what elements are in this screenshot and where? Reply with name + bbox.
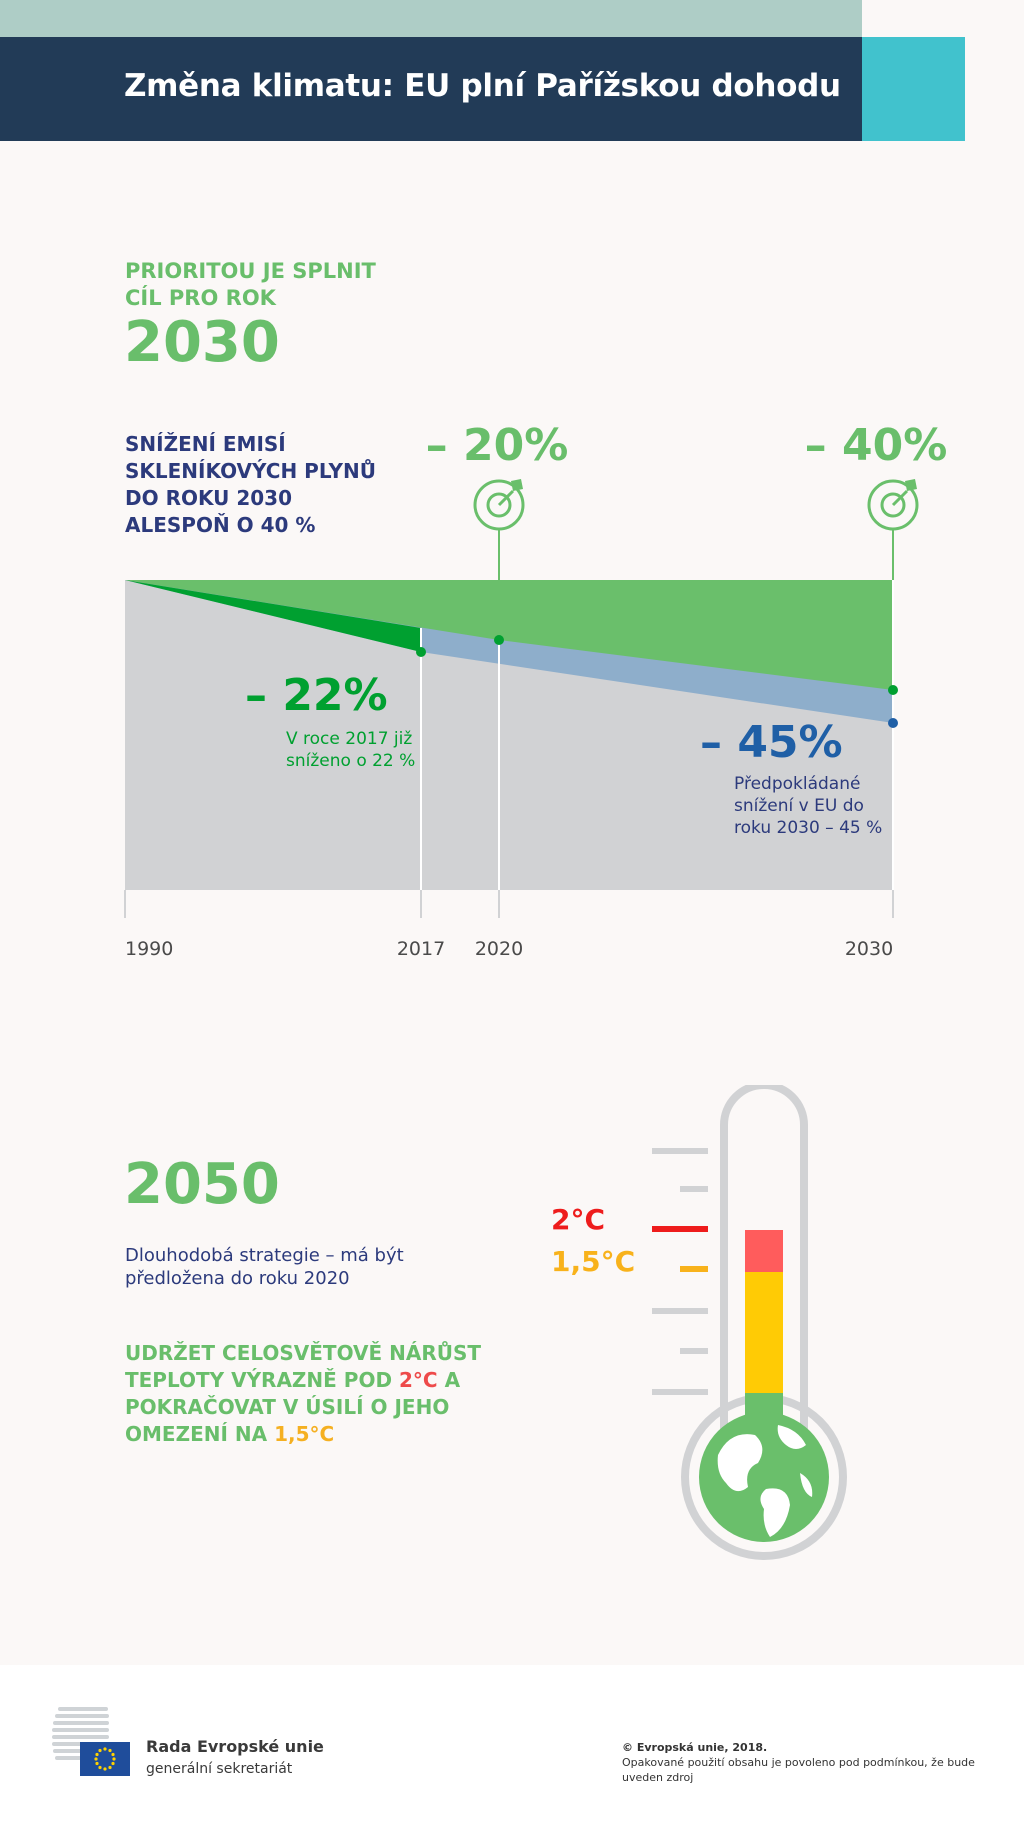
goal-line-1: SNÍŽENÍ EMISÍ <box>125 432 286 456</box>
org-subtitle: generální sekretariát <box>146 1761 293 1777</box>
achieved-label: – 22% <box>245 670 388 721</box>
top-color-band <box>0 0 862 37</box>
target-area <box>125 580 893 690</box>
org-name: Rada Evropské unie <box>146 1737 324 1756</box>
goal-temp-line-1: UDRŽET CELOSVĚTOVĚ NÁRŮST <box>125 1341 482 1365</box>
point-2030-projected <box>888 718 898 728</box>
goal-temp-line-4: OMEZENÍ NA 1,5°C <box>125 1421 334 1448</box>
goal-line-4: ALESPOŇ O 40 % <box>125 513 316 537</box>
temp-label-2c: 2°C <box>551 1203 606 1236</box>
projected-note-line-2: snížení v EU do <box>734 796 864 816</box>
thermometer-outline <box>720 1085 808 1475</box>
reuse-notice-line-1: Opakované použití obsahu je povoleno pod… <box>622 1756 975 1769</box>
goal-temp-line-3: POKRAČOVAT V ÚSILÍ O JEHO <box>125 1395 450 1419</box>
strategy-line-2: předložena do roku 2020 <box>125 1268 350 1289</box>
goal-temp-2c: 2°C <box>399 1368 438 1392</box>
eu-flag-icon <box>80 1742 130 1776</box>
goal-temp-text-a: TEPLOTY VÝRAZNĚ POD <box>125 1368 400 1392</box>
strategy-line-1: Dlouhodobá strategie – má být <box>125 1245 404 1266</box>
title-accent-block <box>862 37 965 141</box>
goal-temp-15c: 1,5°C <box>274 1422 335 1446</box>
globe-continents <box>717 1425 813 1537</box>
goal-line-2: SKLENÍKOVÝCH PLYNŮ <box>125 459 376 483</box>
achieved-wedge <box>125 580 421 652</box>
x-tick-2030: 2030 <box>845 938 893 960</box>
footer <box>0 1665 1024 1830</box>
council-logo <box>52 1707 130 1776</box>
goal-temp-text-c: A <box>437 1368 461 1392</box>
x-tick-1990: 1990 <box>125 938 173 960</box>
priority-line-2: CÍL PRO ROK <box>125 286 276 310</box>
page-title: Změna klimatu: EU plní Pařížskou dohodu <box>124 68 841 104</box>
goal-temp-text-d: OMEZENÍ NA <box>125 1422 275 1446</box>
projected-note-line-1: Předpokládané <box>734 774 860 794</box>
point-2017-achieved <box>416 647 426 657</box>
achieved-note-line-1: V roce 2017 již <box>286 729 412 749</box>
thermometer-graphic <box>652 1085 847 1560</box>
target-icon-2030 <box>867 479 919 531</box>
longterm-year: 2050 <box>124 1152 280 1217</box>
projected-label: – 45% <box>700 717 843 768</box>
goal-temp-line-2: TEPLOTY VÝRAZNĚ POD 2°C A <box>125 1367 460 1394</box>
reuse-notice-line-2: uveden zdroj <box>622 1771 694 1784</box>
point-2030-target <box>888 685 898 695</box>
x-tick-2017: 2017 <box>397 938 445 960</box>
goal-line-3: DO ROKU 2030 <box>125 486 292 510</box>
point-2020-target <box>494 635 504 645</box>
achieved-note-line-2: sníženo o 22 % <box>286 751 415 771</box>
copyright: © Evropská unie, 2018. <box>622 1741 768 1754</box>
priority-line-1: PRIORITOU JE SPLNIT <box>125 259 376 283</box>
x-tick-2020: 2020 <box>475 938 523 960</box>
temp-label-15c: 1,5°C <box>551 1245 636 1278</box>
target-label-2030: – 40% <box>805 420 948 471</box>
thermometer-fill-2c <box>745 1230 783 1272</box>
projected-note-line-3: roku 2030 – 45 % <box>734 818 882 838</box>
title-bar <box>0 37 862 141</box>
thermometer-fill-15c <box>745 1272 783 1393</box>
target-icon-2020 <box>473 479 525 531</box>
priority-year: 2030 <box>124 310 280 375</box>
emissions-chart: – 20% – 40% – 22% V roce 2017 již snížen… <box>124 420 948 960</box>
globe-icon <box>699 1412 829 1542</box>
target-label-2020: – 20% <box>426 420 569 471</box>
